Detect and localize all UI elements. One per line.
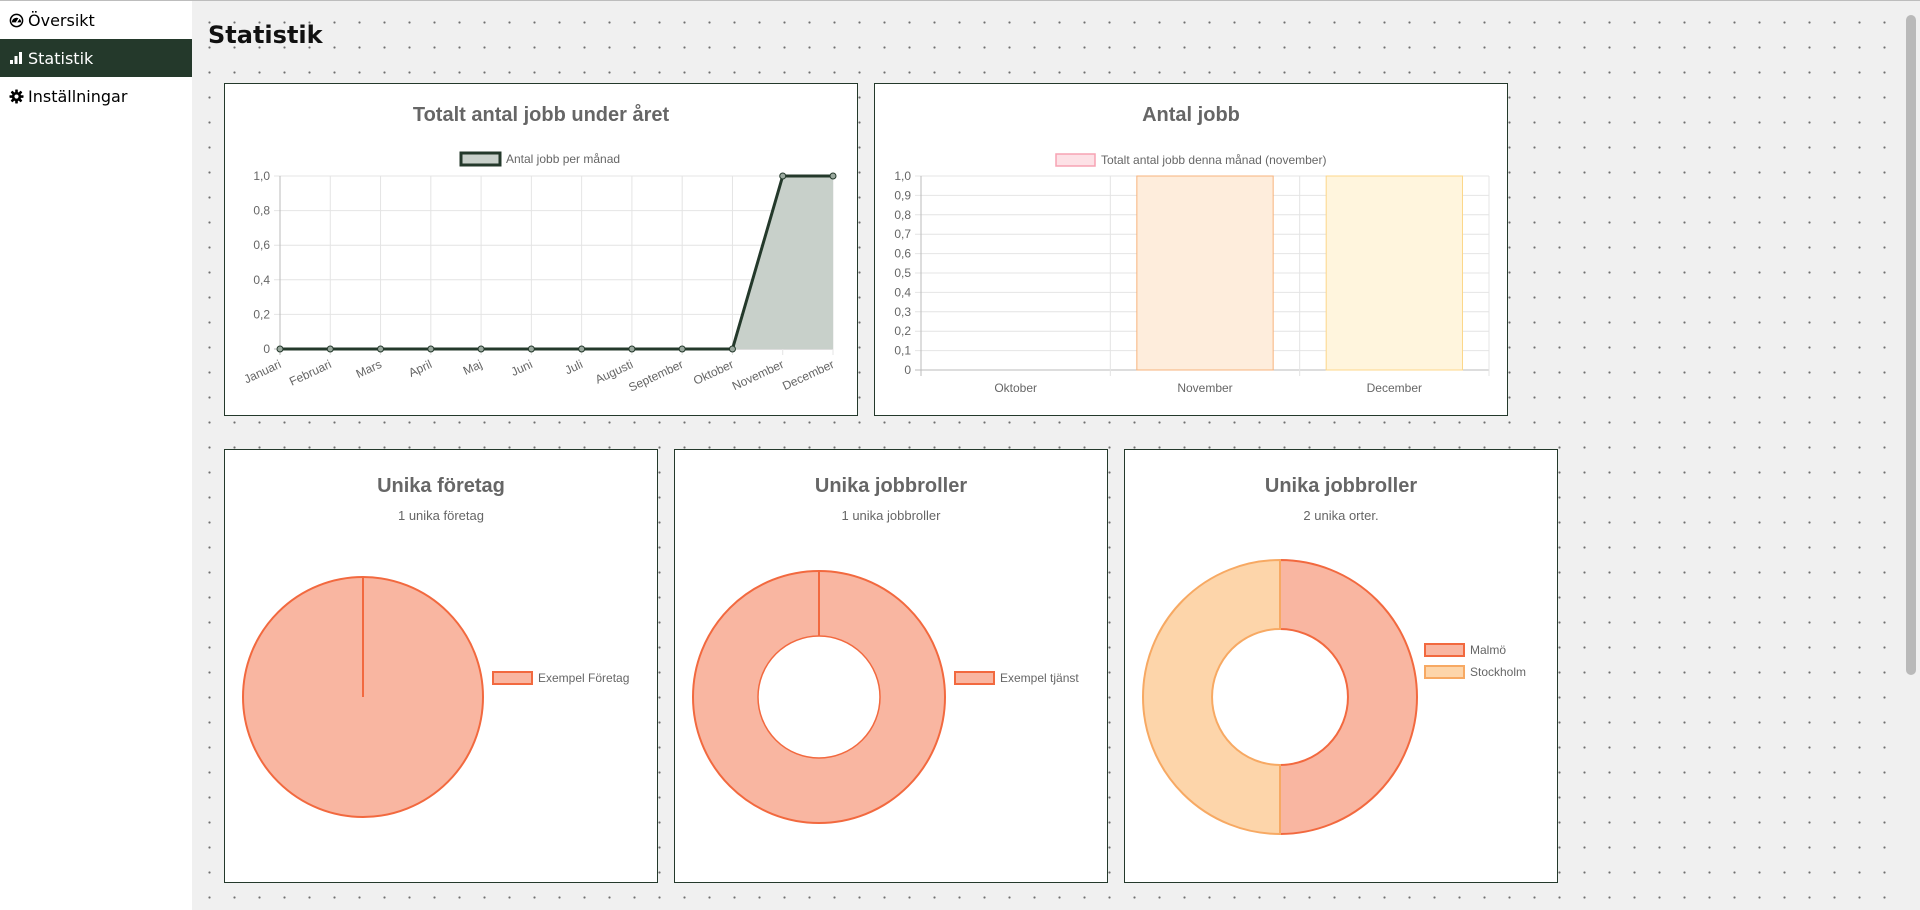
chart-title: Unika jobbroller [1265,475,1417,497]
y-tick-label: 0,2 [894,324,911,338]
data-point [628,345,636,353]
x-tick-label: Oktober [994,381,1037,395]
legend-label: Exempel tjänst [1000,671,1079,685]
y-tick-label: 0,6 [253,238,270,252]
legend-label: Antal jobb per månad [506,152,620,166]
y-tick-label: 0,4 [894,285,911,299]
x-tick-label: November [730,357,786,393]
chart-title: Antal jobb [1142,104,1240,126]
data-point [527,345,535,353]
area-chart: Totalt antal jobb under året Antal jobb p… [242,103,837,395]
chart-title: Unika företag [377,475,505,497]
sidebar: Översikt Statistik Inställningar [0,1,192,910]
chart-title: Totalt antal jobb under året [413,103,670,126]
data-point [427,345,435,353]
data-point [326,345,334,353]
nav-item-label: Inställningar [28,86,128,106]
page-title: Statistik [208,21,323,49]
doughnut-chart-locations: Unika jobbroller 2 unika orter. Malmö Stock… [1142,475,1526,836]
bar [1136,175,1274,371]
data-point [829,172,837,180]
legend-swatch [459,151,502,167]
data-point [276,345,284,353]
y-tick-label: 0,7 [894,227,911,241]
y-tick-label: 0,8 [253,204,270,218]
dashboard-icon [8,12,24,28]
scrollbar-thumb[interactable] [1906,15,1916,675]
x-tick-label: Januari [242,357,284,386]
y-tick-label: 1,0 [894,169,911,183]
x-tick-label: December [780,357,836,393]
chart-card-locations: Unika jobbroller 2 unika orter. Malmö Stock… [1124,449,1558,883]
series-line [280,174,833,351]
y-tick-label: 0 [904,363,911,377]
data-point [578,345,586,353]
y-tick-label: 0,1 [894,344,911,358]
x-tick-label: Oktober [691,357,736,388]
chart-card-roles: Unika jobbroller 1 unika jobbroller Exempe… [674,449,1108,883]
data-point [377,345,385,353]
pie-chart-companies: Unika företag 1 unika företag Exempel Före… [242,475,629,818]
nav-item-installningar[interactable]: Inställningar [0,77,192,115]
data-point [779,172,787,180]
chart-card-jobs-year: Totalt antal jobb under året Antal jobb p… [224,83,858,416]
nav-item-statistik[interactable]: Statistik [0,39,192,77]
nav-item-oversikt[interactable]: Översikt [0,1,192,39]
x-tick-label: Juli [563,357,585,377]
x-tick-label: Maj [461,357,484,378]
area-fill [280,176,833,349]
pie-slice [1279,558,1418,836]
x-tick-label: Mars [354,357,384,381]
legend-swatch [1055,153,1096,167]
legend-label: Stockholm [1470,665,1526,679]
y-tick-label: 0,2 [253,307,270,321]
x-tick-label: December [1367,381,1422,395]
scrollbar[interactable] [1900,1,1920,910]
main-content: Statistik Totalt antal jobb under året An… [192,1,1900,910]
x-tick-label: April [406,357,434,380]
bar-chart: Antal jobb Totalt antal jobb denna månad … [894,104,1490,395]
legend-label: Exempel Företag [538,671,629,685]
y-tick-label: 0,3 [894,305,911,319]
doughnut-chart-roles: Unika jobbroller 1 unika jobbroller Exempe… [692,475,1079,824]
y-tick-label: 0,6 [894,247,911,261]
chart-title: Unika jobbroller [815,475,967,497]
x-tick-label: Juni [509,357,535,379]
bar-chart-icon [8,50,24,66]
y-tick-label: 0 [263,342,270,356]
chart-card-companies: Unika företag 1 unika företag Exempel Före… [224,449,658,883]
legend-label: Totalt antal jobb denna månad (november) [1101,153,1326,167]
legend-label: Malmö [1470,643,1506,657]
legend-swatch [1424,665,1465,679]
nav-item-label: Översikt [28,10,95,30]
nav-item-label: Statistik [28,48,94,68]
chart-card-jobs: Antal jobb Totalt antal jobb denna månad … [874,83,1508,416]
chart-subtitle: 2 unika orter. [1303,508,1378,523]
x-tick-label: September [626,357,685,394]
y-tick-label: 0,9 [894,188,911,202]
doughnut-hole [757,635,881,759]
legend-swatch [954,671,995,685]
y-tick-label: 0,5 [894,266,911,280]
legend-swatch [1424,643,1465,657]
y-tick-label: 0,8 [894,208,911,222]
bar [1325,175,1463,371]
y-tick-label: 0,4 [253,273,270,287]
x-tick-label: November [1177,381,1232,395]
legend-swatch [492,671,533,685]
y-tick-label: 1,0 [253,169,270,183]
data-point [477,345,485,353]
x-tick-label: Februari [287,357,333,389]
data-point [728,345,736,353]
chart-subtitle: 1 unika jobbroller [841,508,941,523]
chart-subtitle: 1 unika företag [398,508,484,523]
data-point [678,345,686,353]
gear-icon [8,88,24,104]
pie-slice [1142,558,1281,836]
